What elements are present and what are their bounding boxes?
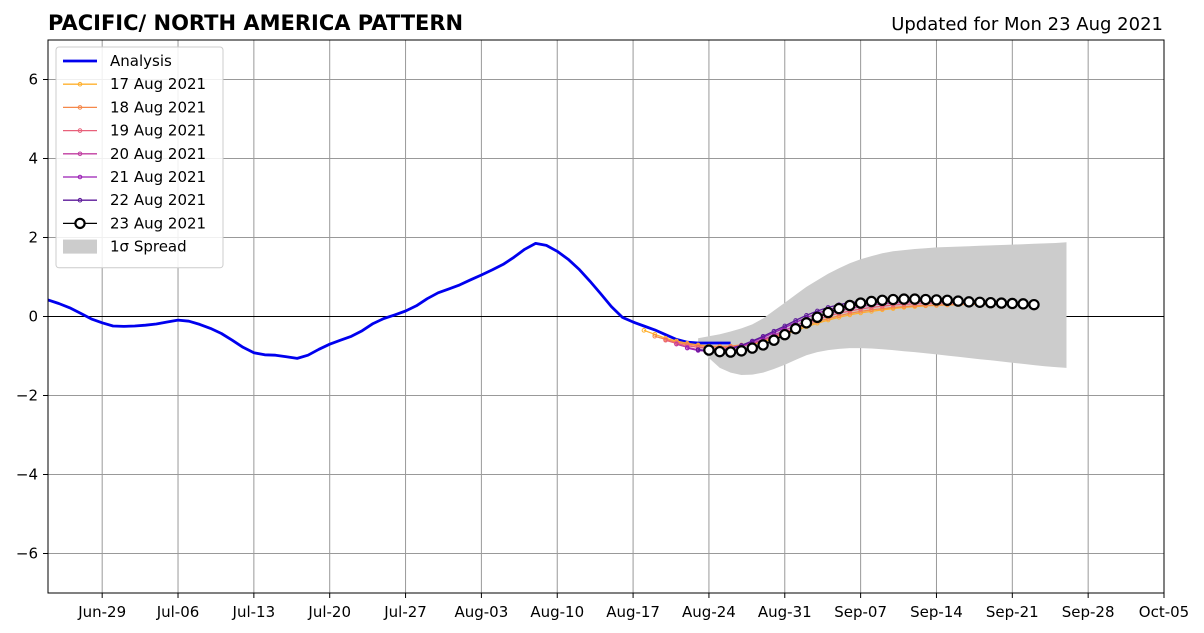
series-point-7: [757, 339, 769, 351]
series-point-7: [714, 345, 726, 358]
series-point-2: [652, 333, 658, 339]
x-tick-label: Aug-10: [530, 603, 584, 621]
legend-marker: [77, 197, 83, 203]
series-point-7: [876, 294, 888, 307]
y-tick-label: 4: [28, 150, 38, 168]
y-tick-label: 0: [28, 308, 38, 326]
series-point-6: [793, 318, 798, 323]
series-point-7: [1028, 298, 1040, 311]
series-point-7: [1017, 298, 1029, 310]
legend-marker: [77, 81, 83, 87]
series-point-4: [674, 341, 679, 347]
x-tick-label: Jul-13: [232, 603, 276, 621]
series-layer: [47, 242, 1040, 360]
series-point-6: [782, 323, 788, 329]
y-tick-label: −4: [16, 466, 38, 484]
x-tick-label: Jul-20: [307, 603, 351, 621]
x-tick-label: Aug-31: [758, 603, 812, 621]
series-point-3: [663, 337, 668, 343]
y-tick-label: 6: [28, 71, 38, 89]
series-point-7: [724, 346, 737, 358]
series-point-7: [854, 297, 867, 309]
series-point-7: [789, 323, 802, 335]
series-point-7: [746, 342, 758, 354]
x-tick-label: Oct-05: [1139, 603, 1189, 621]
legend-label: 23 Aug 2021: [110, 214, 206, 232]
series-line-2: [654, 303, 1013, 348]
x-tick-label: Sep-28: [1062, 603, 1115, 621]
series-point-7: [779, 328, 791, 341]
legend-label: Analysis: [110, 52, 172, 70]
y-tick-label: 2: [28, 229, 38, 247]
series-point-7: [941, 294, 954, 307]
series-point-7: [844, 299, 856, 312]
series-point-7: [995, 297, 1008, 309]
legend-marker: [77, 105, 83, 110]
legend-marker: [74, 217, 86, 230]
legend-label: 20 Aug 2021: [110, 145, 206, 163]
series-point-6: [695, 347, 701, 352]
series-point-7: [811, 311, 823, 323]
legend-label: 1σ Spread: [110, 238, 187, 256]
x-tick-label: Jul-06: [156, 603, 200, 621]
legend-swatch: [63, 239, 97, 254]
series-point-6: [760, 333, 766, 339]
x-tick-label: Sep-14: [910, 603, 963, 621]
series-point-5: [684, 345, 690, 351]
series-point-7: [887, 293, 899, 306]
series-point-7: [703, 344, 715, 356]
series-point-7: [822, 306, 834, 319]
x-tick-label: Aug-17: [606, 603, 660, 621]
chart-title: PACIFIC/ NORTH AMERICA PATTERN: [48, 11, 463, 35]
series-point-7: [833, 302, 845, 315]
series-line-0: [47, 242, 731, 360]
series-point-7: [930, 294, 943, 306]
series-point-7: [800, 317, 813, 329]
legend-label: 21 Aug 2021: [110, 168, 206, 186]
series-point-7: [768, 334, 780, 346]
series-point-6: [804, 313, 809, 318]
x-tick-label: Aug-03: [454, 603, 508, 621]
x-tick-label: Sep-21: [986, 603, 1039, 621]
y-tick-label: −6: [16, 545, 38, 563]
series-point-7: [919, 293, 932, 306]
series-point-7: [1006, 297, 1019, 310]
legend-box: [55, 46, 224, 269]
legend-label: 19 Aug 2021: [110, 122, 206, 140]
x-tick-label: Aug-24: [682, 603, 736, 621]
series-point-7: [735, 345, 748, 357]
legend: Analysis 17 Aug 2021 18 Aug 2021 19 Aug 202…: [55, 46, 224, 269]
series-point-7: [909, 293, 921, 305]
series-point-7: [898, 293, 910, 305]
x-tick-label: Sep-07: [834, 603, 887, 621]
legend-marker: [77, 174, 83, 180]
series-point-7: [984, 296, 997, 309]
y-tick-label: −2: [16, 387, 38, 405]
series-point-6: [771, 328, 777, 334]
series-point-7: [865, 295, 878, 308]
series-point-1: [641, 328, 647, 333]
chart-subtitle: Updated for Mon 23 Aug 2021: [891, 14, 1163, 35]
legend-label: 17 Aug 2021: [110, 75, 206, 93]
series-point-1: [652, 331, 658, 337]
legend-marker: [77, 128, 83, 133]
series-point-7: [974, 296, 986, 308]
x-tick-label: Jul-27: [383, 603, 427, 621]
axis-ticks: Jun-29 Jul-06 Jul-13 Jul-20 Jul-27 Aug-03 Aug-…: [16, 71, 1189, 622]
legend-label: 22 Aug 2021: [110, 191, 206, 209]
legend-label: 18 Aug 2021: [110, 98, 206, 116]
legend-marker: [77, 151, 83, 157]
x-tick-label: Jun-29: [77, 603, 126, 621]
series-point-7: [963, 296, 975, 308]
series-point-7: [952, 295, 964, 307]
